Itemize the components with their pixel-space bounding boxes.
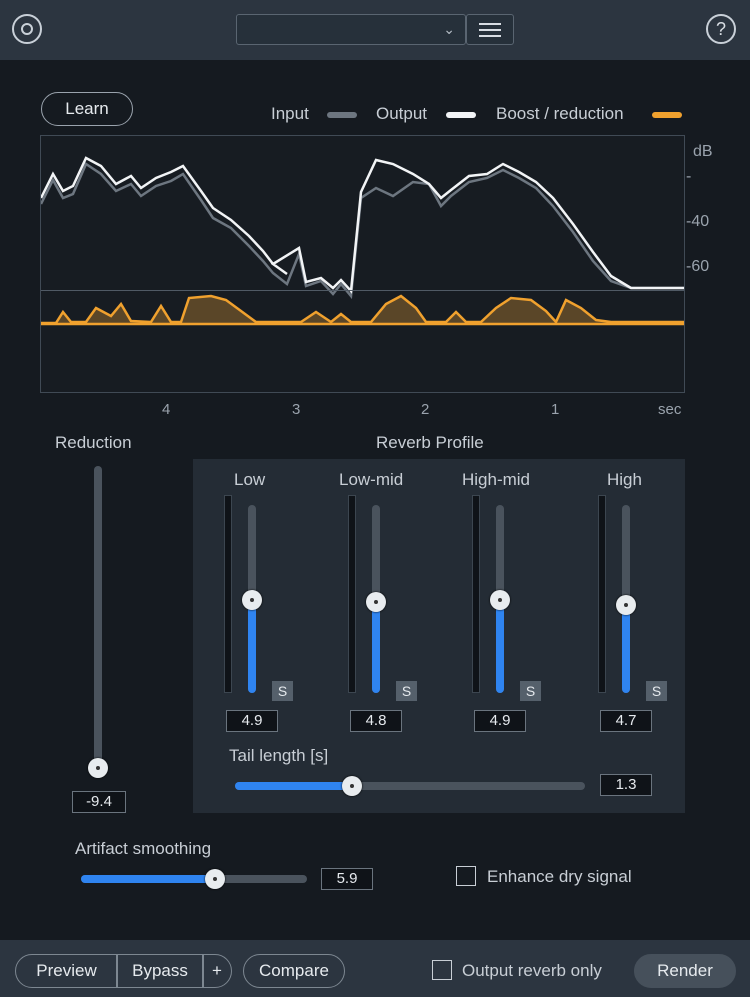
band-low-slider-fill bbox=[248, 600, 256, 693]
artifact-smoothing-slider-handle[interactable] bbox=[205, 869, 225, 889]
logo-inner-ring bbox=[21, 23, 33, 35]
band-low-label: Low bbox=[234, 470, 266, 489]
band-low-slider-handle[interactable] bbox=[242, 590, 262, 610]
time-tick: 2 bbox=[421, 401, 430, 418]
band-high-meter bbox=[598, 495, 606, 693]
preset-menu-button[interactable] bbox=[466, 14, 514, 45]
reduction-slider-track[interactable] bbox=[94, 466, 102, 770]
legend-output-swatch bbox=[446, 112, 476, 118]
db-tick: -40 bbox=[686, 213, 710, 230]
preset-dropdown[interactable]: ⌄ bbox=[236, 14, 466, 45]
band-lowmid-solo-button[interactable]: S bbox=[396, 681, 417, 701]
hamburger-icon-line bbox=[479, 29, 501, 31]
legend-boost-swatch bbox=[652, 112, 682, 118]
spectrum-graph[interactable] bbox=[40, 135, 685, 393]
band-low-meter bbox=[224, 495, 232, 693]
legend-boost-label: Boost / reduction bbox=[496, 104, 624, 123]
render-button[interactable]: Render bbox=[634, 954, 736, 988]
legend-output-label: Output bbox=[376, 104, 428, 123]
tail-length-slider-handle[interactable] bbox=[342, 776, 362, 796]
band-highmid-solo-button[interactable]: S bbox=[520, 681, 541, 701]
band-lowmid-value[interactable]: 4.8 bbox=[350, 710, 402, 732]
band-highmid-label: High-mid bbox=[462, 470, 531, 489]
artifact-smoothing-label: Artifact smoothing bbox=[75, 839, 212, 858]
help-icon[interactable]: ? bbox=[706, 14, 736, 44]
band-highmid-meter bbox=[472, 495, 480, 693]
hamburger-icon bbox=[479, 23, 501, 25]
db-label: dB bbox=[693, 143, 713, 160]
band-lowmid-label: Low-mid bbox=[339, 470, 404, 489]
reduction-label: Reduction bbox=[55, 433, 132, 452]
output-reverb-only-checkbox[interactable] bbox=[432, 960, 452, 980]
legend-input-swatch bbox=[327, 112, 357, 118]
band-highmid-value[interactable]: 4.9 bbox=[474, 710, 526, 732]
graph-divider bbox=[41, 290, 684, 291]
band-high-slider-fill bbox=[622, 605, 630, 693]
preview-button[interactable]: Preview bbox=[15, 954, 118, 988]
bottom-bar: Preview Bypass + Compare Output reverb o… bbox=[0, 940, 750, 997]
reverb-profile-title: Reverb Profile bbox=[376, 433, 484, 452]
db-tick: -60 bbox=[686, 258, 710, 275]
learn-button[interactable]: Learn bbox=[41, 92, 133, 126]
tail-length-value[interactable]: 1.3 bbox=[600, 774, 652, 796]
top-bar: ⌄ ? bbox=[0, 0, 750, 60]
time-tick: 4 bbox=[162, 401, 171, 418]
bypass-button[interactable]: Bypass bbox=[116, 954, 204, 988]
band-lowmid-meter bbox=[348, 495, 356, 693]
time-tick-unit: sec bbox=[658, 401, 682, 418]
band-low-value[interactable]: 4.9 bbox=[226, 710, 278, 732]
legend-input-label: Input bbox=[271, 104, 309, 123]
band-low-solo-button[interactable]: S bbox=[272, 681, 293, 701]
tail-length-slider-fill bbox=[235, 782, 352, 790]
spectrum-curves bbox=[41, 156, 684, 326]
enhance-dry-signal-label: Enhance dry signal bbox=[487, 867, 632, 886]
band-high-value[interactable]: 4.7 bbox=[600, 710, 652, 732]
band-high-label: High bbox=[607, 470, 642, 489]
band-highmid-slider-fill bbox=[496, 600, 504, 693]
artifact-smoothing-slider-fill bbox=[81, 875, 215, 883]
time-tick: 3 bbox=[292, 401, 301, 418]
hamburger-icon-line bbox=[479, 35, 501, 37]
reduction-value[interactable]: -9.4 bbox=[72, 791, 126, 813]
output-reverb-only-label: Output reverb only bbox=[462, 961, 602, 980]
band-high-slider-handle[interactable] bbox=[616, 595, 636, 615]
compare-button[interactable]: Compare bbox=[243, 954, 345, 988]
enhance-dry-signal-checkbox[interactable] bbox=[456, 866, 476, 886]
izotope-logo-icon[interactable] bbox=[12, 14, 42, 44]
band-highmid-slider-handle[interactable] bbox=[490, 590, 510, 610]
time-tick: 1 bbox=[551, 401, 560, 418]
tail-length-slider-track[interactable] bbox=[235, 782, 585, 790]
band-lowmid-slider-fill bbox=[372, 602, 380, 693]
band-lowmid-slider-handle[interactable] bbox=[366, 592, 386, 612]
artifact-smoothing-value[interactable]: 5.9 bbox=[321, 868, 373, 890]
band-high-solo-button[interactable]: S bbox=[646, 681, 667, 701]
add-bypass-button[interactable]: + bbox=[202, 954, 232, 988]
reduction-slider-handle[interactable] bbox=[88, 758, 108, 778]
tail-length-label: Tail length [s] bbox=[229, 746, 329, 765]
chevron-down-icon: ⌄ bbox=[443, 21, 455, 37]
db-tick: - bbox=[686, 168, 692, 185]
